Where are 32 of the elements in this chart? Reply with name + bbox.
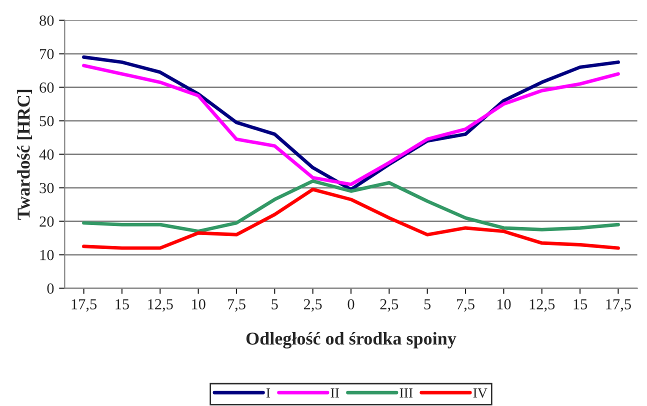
legend-label: I	[266, 388, 270, 398]
x-tick-label: 5	[424, 299, 431, 310]
x-tick-label: 17,5	[72, 299, 97, 312]
legend-label: IV	[473, 388, 488, 398]
x-tick-label: 7,5	[456, 299, 474, 312]
x-tick-label: 7,5	[228, 299, 246, 312]
x-tick-label: 0	[348, 299, 354, 310]
x-tick-label: 12,5	[530, 299, 555, 312]
y-tick-label: 30	[40, 182, 54, 194]
y-tick-label: 80	[40, 15, 54, 26]
x-tick-label: 2,5	[304, 299, 322, 312]
y-tick-label: 70	[40, 48, 54, 60]
y-axis-title: Twardość [HRC]	[17, 90, 32, 220]
y-tick-label: 10	[40, 250, 54, 260]
x-tick-label: 15	[574, 299, 588, 310]
legend-label: II	[330, 388, 340, 398]
x-tick-label: 17,5	[606, 299, 631, 312]
y-tick-label: 50	[40, 116, 54, 126]
y-tick-label: 0	[47, 283, 54, 294]
x-tick-label: 15	[116, 299, 129, 310]
line-series	[82, 179, 620, 234]
x-tick-label: 10	[497, 299, 511, 310]
x-axis-title: Odległość od środka spoiny	[246, 332, 456, 349]
x-tick-label: 10	[192, 299, 206, 310]
x-tick-label: 12,5	[148, 299, 173, 312]
x-tick-label: 5	[272, 299, 278, 310]
y-tick-label: 20	[40, 216, 54, 227]
line-series	[82, 188, 620, 250]
x-tick-label: 2,5	[380, 299, 398, 312]
y-tick-label: 60	[40, 82, 54, 93]
legend-label: III	[400, 388, 413, 398]
y-tick-label: 40	[39, 149, 54, 160]
